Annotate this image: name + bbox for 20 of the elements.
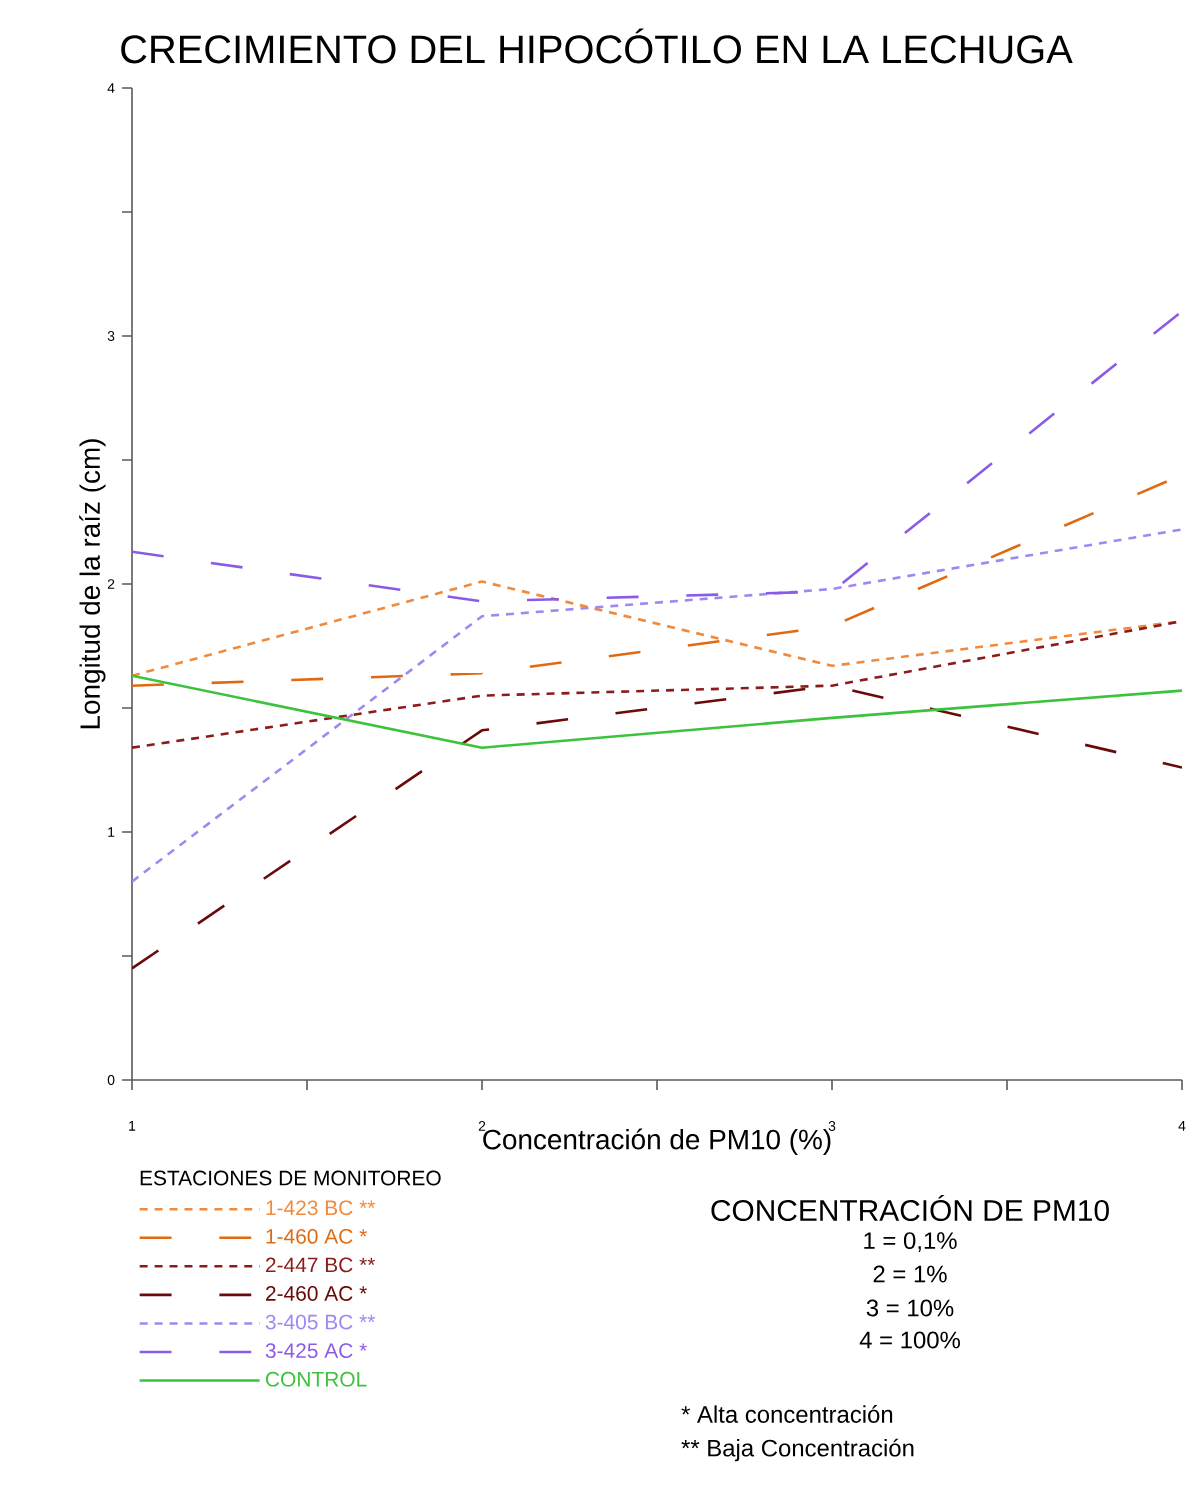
x-axis-title: Concentración de PM10 (%) <box>483 1128 831 1155</box>
text: CONTROL <box>266 1371 367 1387</box>
text: 1-460 AC * <box>266 1228 367 1244</box>
text: * Alta concentración <box>681 1405 893 1423</box>
text: 2 = 1% <box>873 1265 947 1283</box>
legend-title: ESTACIONES DE MONITOREO <box>140 1170 441 1186</box>
text: ** Baja Concentración <box>681 1438 914 1462</box>
text: CONCENTRACIÓN DE PM10 <box>711 1194 1109 1222</box>
text: 3 = 10% <box>866 1299 954 1317</box>
text: 1 = 0,1% <box>864 1232 957 1252</box>
text: 2-460 AC * <box>266 1286 367 1301</box>
text: 2-447 BC ** <box>266 1257 376 1273</box>
chart-title: CRECIMIENTO DEL HIPOCÓTILO EN LA LECHUGA <box>121 28 1073 64</box>
text: 3-405 BC ** <box>265 1314 376 1330</box>
line-series <box>132 528 1183 883</box>
y-axis-title: Longitud de la raíz (cm) <box>79 439 106 729</box>
line-series <box>132 674 1183 749</box>
text: 1-423 BC ** <box>266 1200 376 1216</box>
text: 3-425 AC * <box>265 1343 367 1359</box>
text: 4 = 100% <box>859 1331 960 1349</box>
